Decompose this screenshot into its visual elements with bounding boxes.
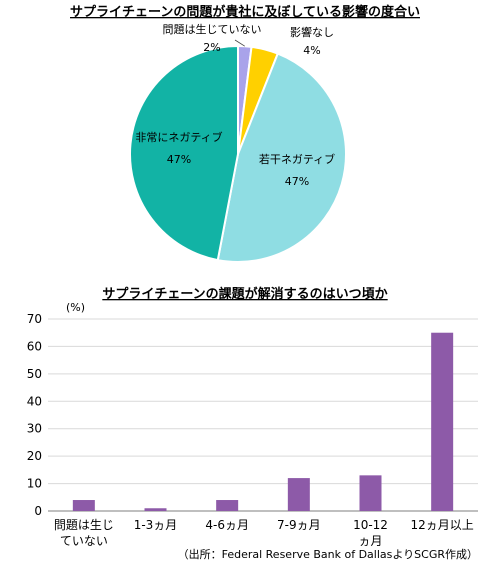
x-tick-label: ていない	[60, 534, 108, 548]
y-tick-label: 0	[34, 504, 42, 518]
y-tick-label: 50	[27, 367, 42, 381]
pie-chart: 問題は生じていない 2% 影響なし 4% 若干ネガティブ 47% 非常にネガティブ 47%	[129, 22, 347, 263]
bar	[72, 500, 95, 511]
bar-chart: 0 10 20 30 40 50 60 70 問題は生じていない 1-3ヵ月 4-6ヵ月 7-9ヵ月 1…	[27, 312, 478, 548]
x-tick-label: ヵ月	[358, 534, 382, 548]
pie-slice	[129, 44, 239, 262]
bar	[431, 332, 454, 511]
y-tick-label: 30	[27, 422, 42, 436]
pie-chart-title: サプライチェーンの問題が貴社に及ぼしている影響の度合い	[70, 4, 420, 20]
source-note: （出所：Federal Reserve Bank of DallasよりSCGR…	[178, 547, 478, 561]
y-tick-label: 60	[27, 339, 42, 353]
pie-label-percent: 4%	[303, 44, 320, 57]
y-tick-label: 40	[27, 394, 42, 408]
x-tick-label: 10-12	[353, 518, 388, 532]
y-axis-unit-label: (%)	[66, 301, 85, 314]
pie-label-name: 非常にネガティブ	[135, 130, 222, 144]
bar	[144, 508, 167, 511]
bar	[287, 478, 310, 511]
x-tick-label: 12ヵ月以上	[411, 518, 474, 532]
bar-chart-title: サプライチェーンの課題が解消するのはいつ頃か	[102, 286, 387, 302]
bar	[216, 500, 239, 511]
pie-label-name: 若干ネガティブ	[259, 152, 335, 166]
x-tick-label: 問題は生じ	[54, 518, 114, 532]
pie-leader-line	[234, 39, 245, 47]
pie-label-percent: 47%	[167, 153, 191, 166]
pie-slice	[216, 52, 347, 263]
y-tick-label: 70	[27, 312, 42, 326]
pie-label-percent: 47%	[285, 175, 309, 188]
pie-label-name: 影響なし	[290, 25, 334, 39]
pie-label-percent: 2%	[203, 41, 220, 54]
x-tick-label: 4-6ヵ月	[205, 518, 249, 532]
x-tick-label: 7-9ヵ月	[277, 518, 321, 532]
pie-label-name: 問題は生じていない	[163, 22, 262, 36]
bar	[359, 475, 382, 511]
y-tick-label: 20	[27, 449, 42, 463]
y-tick-label: 10	[27, 477, 42, 491]
x-tick-label: 1-3ヵ月	[134, 518, 178, 532]
